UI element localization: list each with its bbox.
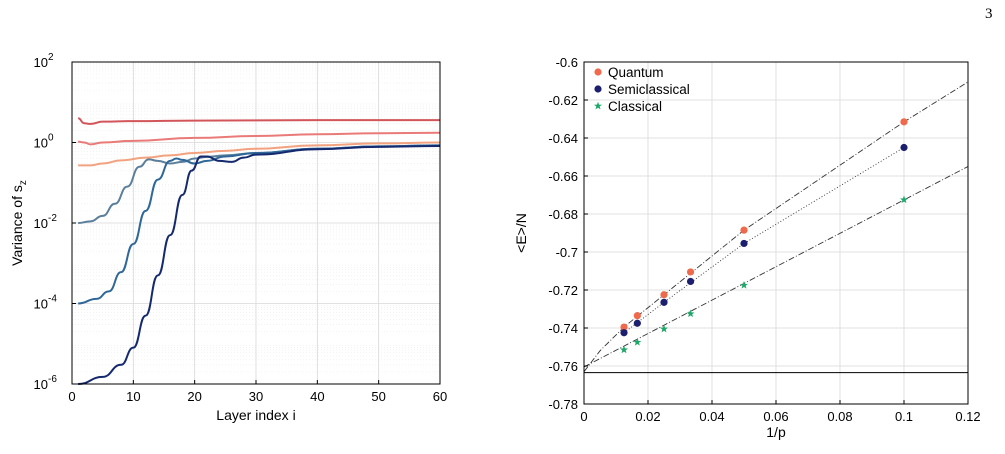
x-tick-label: 40 — [310, 389, 324, 404]
y-tick-label: -0.68 — [548, 207, 578, 222]
y-tick-label: 10 — [34, 136, 48, 151]
y-tick-label: 10 — [34, 55, 48, 70]
x-tick-label: 0.06 — [763, 409, 788, 424]
y-tick-exponent: -4 — [48, 294, 57, 305]
y-tick-label: -0.64 — [548, 131, 578, 146]
y-tick-label: -0.72 — [548, 283, 578, 298]
series-line-1 — [77, 117, 440, 125]
y-tick-label: -0.78 — [548, 397, 578, 412]
legend-marker-classical — [594, 101, 602, 110]
fit-line-2 — [623, 147, 905, 334]
y-tick-label: -0.7 — [556, 245, 578, 260]
data-point-semiclassical — [686, 277, 695, 286]
x-tick-label: 0.12 — [955, 409, 980, 424]
x-tick-label: 10 — [126, 389, 140, 404]
data-point-semiclassical — [620, 329, 628, 337]
data-point-semiclassical — [660, 298, 668, 306]
data-point-classical — [686, 309, 695, 318]
data-point-quantum — [686, 268, 695, 276]
x-tick-label: 0.02 — [635, 409, 660, 424]
data-point-quantum — [740, 226, 748, 234]
y-axis-label: <E>/N — [513, 213, 529, 253]
data-point-semiclassical — [740, 239, 748, 248]
x-tick-label: 0.1 — [895, 409, 913, 424]
series-line-3 — [78, 141, 441, 167]
y-tick-exponent: 0 — [48, 133, 54, 144]
x-tick-label: 60 — [433, 389, 447, 404]
y-tick-exponent: 2 — [48, 52, 54, 63]
legend-label-quantum: Quantum — [608, 65, 664, 80]
y-tick-exponent: -2 — [48, 213, 57, 224]
y-tick-label: 10 — [34, 297, 48, 312]
x-tick-label: 0 — [580, 409, 587, 424]
y-tick-label: 10 — [34, 377, 48, 392]
series-line-5 — [78, 144, 441, 305]
data-point-quantum — [900, 118, 908, 126]
y-tick-label: 10 — [34, 216, 48, 231]
data-point-quantum — [633, 312, 641, 320]
data-point-semiclassical — [633, 319, 641, 327]
x-tick-label: 30 — [249, 389, 263, 404]
x-axis-label: 1/p — [766, 424, 786, 440]
data-point-quantum — [620, 323, 628, 331]
legend-label-semiclassical: Semiclassical — [608, 82, 690, 97]
series-line-4 — [78, 144, 441, 224]
series-line-2 — [78, 131, 441, 146]
data-point-classical — [660, 324, 668, 333]
x-tick-label: 0.04 — [699, 409, 724, 424]
fit-line-3 — [583, 166, 969, 368]
legend-label-classical: Classical — [608, 99, 662, 114]
x-tick-label: 50 — [371, 389, 385, 404]
series-line-6 — [78, 144, 441, 385]
fit-line-1 — [583, 81, 969, 372]
y-tick-label: -0.74 — [548, 321, 578, 336]
y-axis-label: Variance of sz — [9, 180, 29, 266]
y-tick-label: -0.76 — [548, 359, 578, 374]
y-tick-label: -0.6 — [556, 55, 578, 70]
x-tick-label: 0 — [68, 389, 75, 404]
page-number: 3 — [985, 6, 993, 22]
plot-frame — [583, 61, 969, 405]
y-tick-label: -0.66 — [548, 169, 578, 184]
data-point-classical — [633, 338, 642, 346]
data-point-classical — [900, 195, 908, 204]
legend-marker-quantum — [594, 68, 602, 76]
data-point-semiclassical — [900, 143, 908, 152]
x-tick-label: 0.08 — [827, 409, 852, 424]
x-axis-label: Layer index i — [216, 407, 295, 423]
data-point-quantum — [660, 291, 668, 299]
y-tick-exponent: -6 — [48, 374, 57, 385]
data-point-classical — [740, 281, 748, 289]
y-tick-label: -0.62 — [548, 93, 578, 108]
legend-marker-semiclassical — [594, 85, 602, 93]
data-point-classical — [620, 345, 628, 354]
x-tick-label: 20 — [187, 389, 201, 404]
